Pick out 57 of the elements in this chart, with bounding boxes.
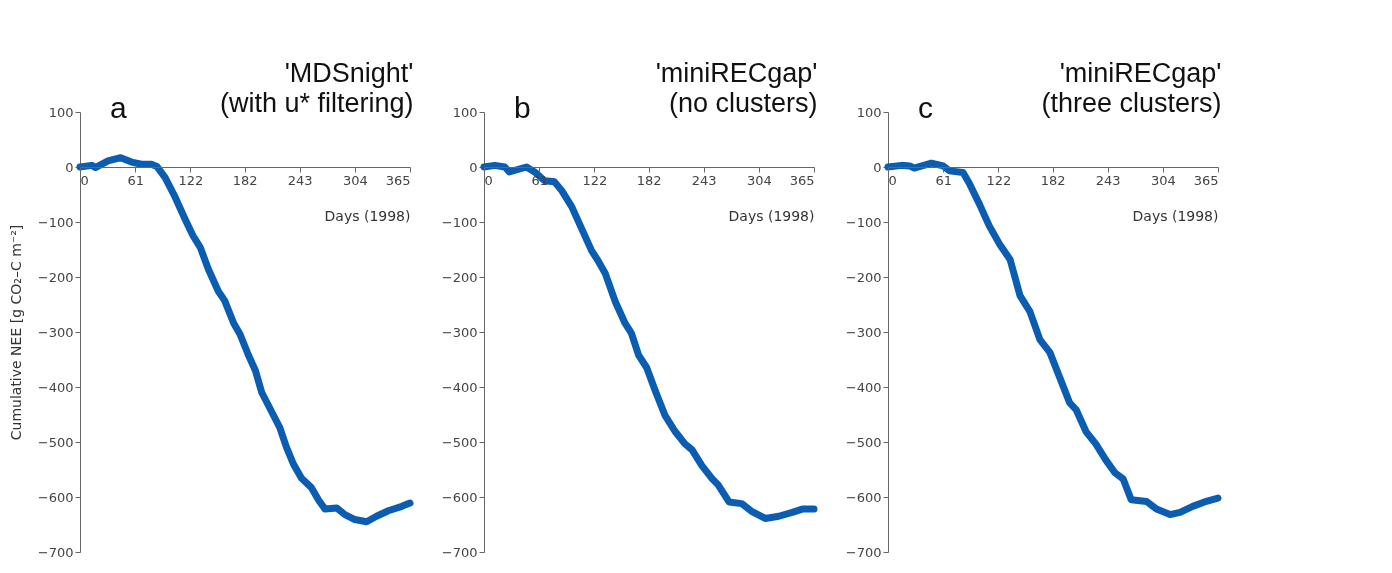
x-tick-label: 0 (80, 172, 89, 188)
x-tick-label: 304 (342, 172, 368, 188)
annotation: a (110, 91, 127, 124)
x-tick-label: 304 (1150, 172, 1176, 188)
y-tick-label: −300 (37, 324, 74, 340)
x-tick-label: 365 (1193, 172, 1219, 188)
x-axis-title: Days (1998) (1132, 207, 1219, 224)
x-tick-label: 304 (746, 172, 772, 188)
y-tick-label: −100 (37, 214, 74, 230)
y-tick-label: 100 (452, 104, 478, 120)
y-tick-label: −700 (37, 544, 74, 560)
x-tick-label: 61 (935, 172, 952, 188)
chart-title: 'miniRECgap' (three clusters) (1041, 58, 1222, 118)
x-tick-label: 122 (582, 172, 608, 188)
chart-title: 'MDSnight' (with u* filtering) (219, 58, 414, 118)
y-tick-label: −100 (441, 214, 478, 230)
annotation: b (514, 91, 531, 124)
y-tick-label: −400 (37, 379, 74, 395)
x-tick-label: 122 (986, 172, 1012, 188)
x-axis-title: Days (1998) (324, 207, 411, 224)
y-tick-label: −500 (441, 434, 478, 450)
y-tick-label: −200 (845, 269, 882, 285)
y-tick-label: −600 (37, 489, 74, 505)
y-tick-label: −500 (37, 434, 74, 450)
y-tick-label: −700 (441, 544, 478, 560)
x-tick-label: 243 (691, 172, 717, 188)
y-tick-label: −300 (441, 324, 478, 340)
x-tick-label: 365 (789, 172, 815, 188)
x-axis-title: Days (1998) (728, 207, 815, 224)
x-tick-label: 243 (287, 172, 313, 188)
y-tick-label: 0 (65, 159, 74, 175)
y-tick-label: −100 (845, 214, 882, 230)
x-tick-label: 61 (127, 172, 144, 188)
y-tick-label: −600 (441, 489, 478, 505)
y-tick-label: −400 (845, 379, 882, 395)
x-tick-label: 365 (385, 172, 411, 188)
y-tick-label: 0 (873, 159, 882, 175)
y-tick-label: 100 (856, 104, 882, 120)
annotation: c (918, 91, 933, 124)
x-tick-label: 0 (888, 172, 897, 188)
x-tick-label: 122 (178, 172, 204, 188)
y-tick-label: −500 (845, 434, 882, 450)
y-axis-title: Cumulative NEE [g CO₂–C m⁻²] (7, 224, 24, 441)
x-tick-label: 243 (1095, 172, 1121, 188)
x-tick-label: 0 (484, 172, 493, 188)
y-tick-label: −300 (845, 324, 882, 340)
x-tick-label: 182 (232, 172, 258, 188)
chart-title: 'miniRECgap' (no clusters) (655, 58, 818, 118)
y-tick-label: −700 (845, 544, 882, 560)
y-tick-label: −400 (441, 379, 478, 395)
y-tick-label: 100 (48, 104, 74, 120)
y-tick-label: −600 (845, 489, 882, 505)
y-tick-label: −200 (441, 269, 478, 285)
y-tick-label: 0 (469, 159, 478, 175)
x-tick-label: 182 (1040, 172, 1066, 188)
x-tick-label: 182 (636, 172, 662, 188)
y-tick-label: −200 (37, 269, 74, 285)
